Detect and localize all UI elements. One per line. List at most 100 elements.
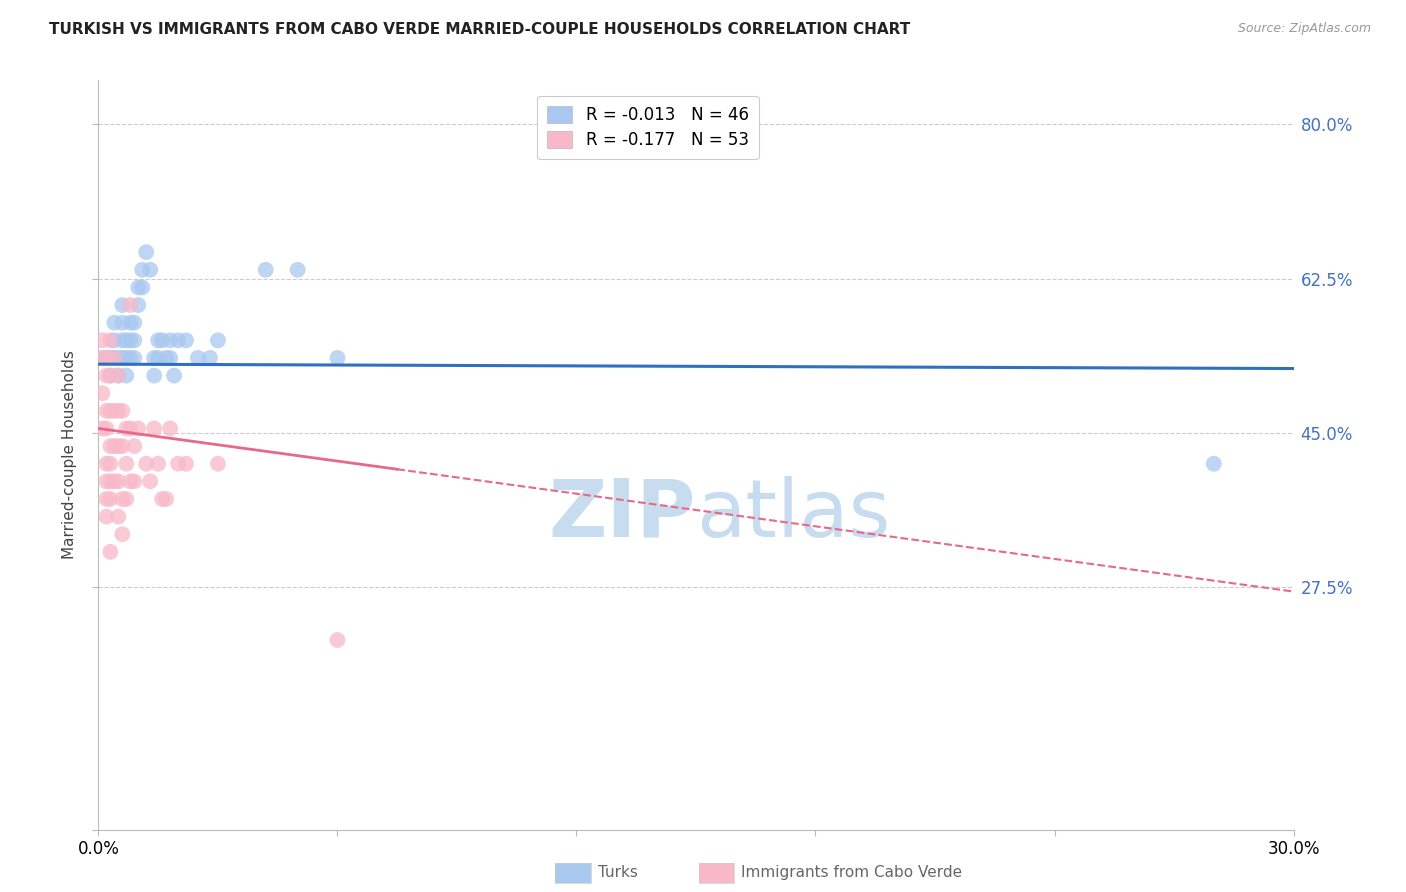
Point [103,334,125,348]
Point [143,421,166,435]
Point [174,334,197,348]
Point [127,421,149,435]
Point [98,368,122,383]
Point [98,351,122,365]
Point [111,527,134,541]
Point [96,368,118,383]
Point [107,475,129,489]
Point [98,439,122,453]
Point [135,245,157,260]
Point [287,262,309,277]
Point [96,351,118,365]
Point [163,368,186,383]
Point [91,386,114,401]
Point [96,404,118,418]
Text: atlas: atlas [696,475,890,554]
Point [120,351,142,365]
Point [148,334,170,348]
Point [91,351,114,365]
Point [207,334,229,348]
Point [107,439,129,453]
Legend: R = -0.013   N = 46, R = -0.177   N = 53: R = -0.013 N = 46, R = -0.177 N = 53 [537,96,759,159]
Point [111,439,134,453]
Point [107,404,129,418]
Point [187,351,209,365]
Point [131,262,153,277]
Point [98,404,122,418]
Point [207,457,229,471]
Point [159,421,181,435]
Point [254,262,277,277]
Point [103,439,125,453]
Point [98,475,122,489]
Point [111,404,134,418]
Y-axis label: Married-couple Households: Married-couple Households [62,351,77,559]
Text: Source: ZipAtlas.com: Source: ZipAtlas.com [1237,22,1371,36]
Point [115,368,138,383]
Point [150,491,173,506]
Point [148,351,170,365]
Point [124,316,146,330]
Point [98,491,122,506]
Point [143,351,166,365]
Point [139,262,162,277]
Text: Turks: Turks [598,865,637,880]
Point [98,545,122,559]
Point [96,351,118,365]
Point [96,475,118,489]
Point [91,421,114,435]
Point [120,475,142,489]
Point [143,368,166,383]
Point [103,316,125,330]
Point [96,457,118,471]
Point [115,491,138,506]
Point [124,439,146,453]
Point [103,351,125,365]
Point [103,404,125,418]
Point [198,351,221,365]
Point [111,316,134,330]
Point [167,334,190,348]
Point [98,457,122,471]
Point [111,351,134,365]
Point [120,334,142,348]
Point [107,368,129,383]
Point [326,351,349,365]
Point [115,457,138,471]
Point [155,351,177,365]
Point [91,351,114,365]
Point [150,334,173,348]
Point [103,475,125,489]
Point [111,298,134,312]
Point [96,421,118,435]
Text: ZIP: ZIP [548,475,696,554]
Point [120,298,142,312]
Point [120,316,142,330]
Point [159,334,181,348]
Text: TURKISH VS IMMIGRANTS FROM CABO VERDE MARRIED-COUPLE HOUSEHOLDS CORRELATION CHAR: TURKISH VS IMMIGRANTS FROM CABO VERDE MA… [49,22,911,37]
Point [115,351,138,365]
Point [174,457,197,471]
Point [91,334,114,348]
Point [127,298,149,312]
Point [159,351,181,365]
Point [326,633,349,648]
Point [103,351,125,365]
Point [124,475,146,489]
Point [124,334,146,348]
Point [155,491,177,506]
Point [120,421,142,435]
Point [148,457,170,471]
Point [167,457,190,471]
Point [111,491,134,506]
Point [98,368,122,383]
Point [107,368,129,383]
Point [131,280,153,294]
Point [124,351,146,365]
Point [111,334,134,348]
Point [98,334,122,348]
Text: Immigrants from Cabo Verde: Immigrants from Cabo Verde [741,865,962,880]
Point [107,509,129,524]
Point [96,509,118,524]
Point [115,334,138,348]
